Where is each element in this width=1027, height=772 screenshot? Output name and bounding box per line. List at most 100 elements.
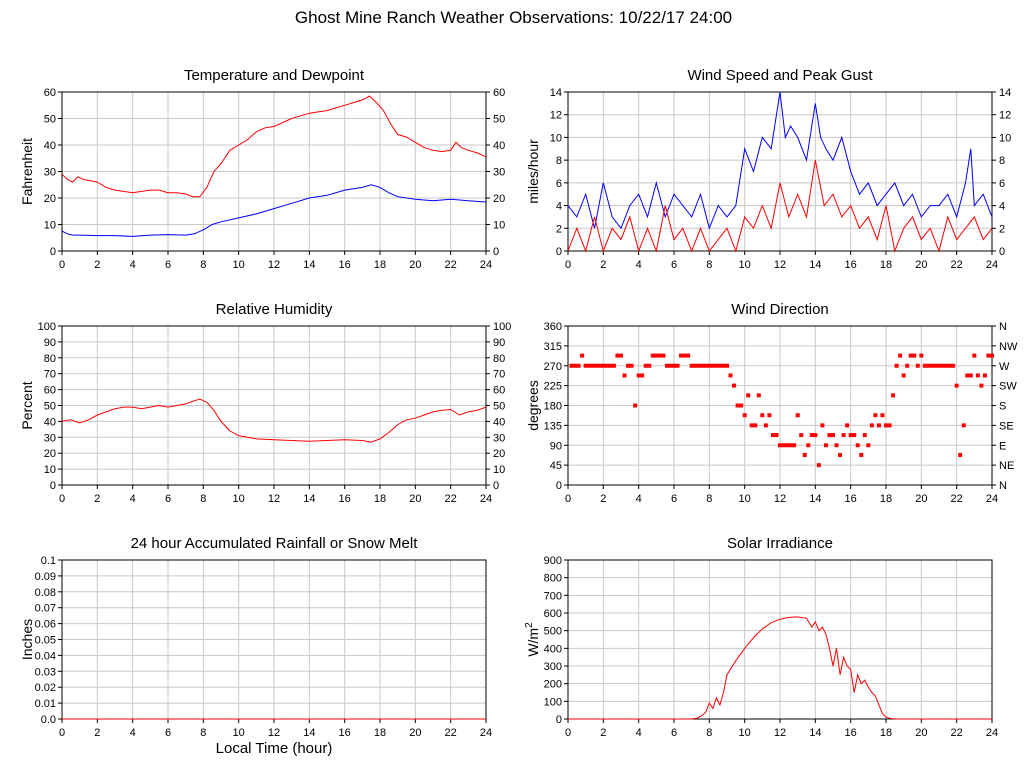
data-point	[827, 433, 832, 438]
data-point	[813, 433, 818, 438]
y-tick-label: 0	[556, 714, 562, 726]
chart-solar: 0 2 4 6 8 10 12 14 16 18 20 22 240100200300400500600…	[524, 535, 998, 739]
data-point	[590, 363, 595, 368]
data-point	[735, 403, 740, 408]
y-right-tick-label: 6	[999, 178, 1005, 190]
x-tick-label: 0	[565, 259, 571, 271]
y-tick-label: 10	[44, 464, 56, 476]
y-tick-label: 90	[550, 440, 562, 452]
data-point	[961, 423, 966, 428]
x-tick-label: 18	[880, 727, 892, 739]
data-point	[576, 363, 581, 368]
y-tick-label: 0.09	[35, 571, 56, 583]
data-point	[721, 363, 726, 368]
data-point	[657, 353, 662, 358]
data-point	[643, 363, 648, 368]
chart-title: 24 hour Accumulated Rainfall or Snow Mel…	[131, 535, 419, 552]
x-tick-label: 12	[268, 727, 280, 739]
x-tick-label: 24	[480, 259, 492, 271]
chart-rainfall: 0 2 4 6 8 10 12 14 16 18 20 22 240.00.010.020.030.04…	[19, 535, 492, 757]
data-point	[714, 363, 719, 368]
y-right-tick-label: N	[999, 321, 1007, 333]
x-tick-label: 22	[445, 493, 457, 505]
y-tick-label: 10	[44, 220, 56, 232]
data-point	[749, 423, 754, 428]
x-axis-label: Local Time (hour)	[216, 740, 333, 757]
x-tick-label: 14	[809, 727, 821, 739]
y-right-tick-label: 30	[493, 167, 505, 179]
data-point	[788, 443, 793, 448]
x-tick-label: 0	[59, 727, 65, 739]
x-tick-label: 12	[774, 493, 786, 505]
y-axis-label-text: Inches	[19, 619, 35, 660]
y-tick-label: 60	[44, 87, 56, 99]
data-point	[951, 363, 956, 368]
y-tick-label: 2	[556, 223, 562, 235]
x-tick-label: 10	[739, 259, 751, 271]
data-point	[915, 363, 920, 368]
y-tick-label: 0	[556, 480, 562, 492]
data-point	[725, 363, 729, 368]
y-right-tick-label: 20	[493, 448, 505, 460]
y-right-tick-label: 50	[493, 114, 505, 126]
y-right-tick-label: 10	[999, 132, 1011, 144]
data-point	[940, 363, 945, 368]
x-tick-label: 6	[165, 727, 171, 739]
x-tick-label: 4	[636, 493, 642, 505]
y-tick-label: 20	[44, 448, 56, 460]
data-point	[770, 433, 775, 438]
data-point	[756, 393, 761, 398]
y-tick-label: 400	[544, 643, 562, 655]
x-tick-label: 24	[480, 493, 492, 505]
chart-title: Solar Irradiance	[727, 535, 833, 552]
x-tick-label: 20	[915, 493, 927, 505]
data-point	[965, 373, 970, 378]
data-point	[947, 363, 952, 368]
x-tick-label: 12	[268, 259, 280, 271]
y-tick-label: 10	[550, 132, 562, 144]
y-tick-label: 360	[544, 321, 562, 333]
data-point	[672, 363, 676, 368]
y-right-tick-label: NW	[999, 341, 1018, 353]
data-point	[792, 443, 797, 448]
y-right-tick-label: 14	[999, 87, 1011, 99]
x-tick-label: 2	[94, 493, 100, 505]
y-tick-label: 30	[44, 432, 56, 444]
data-point	[742, 413, 747, 418]
x-tick-label: 14	[809, 259, 821, 271]
y-right-tick-label: N	[999, 480, 1007, 492]
data-point	[597, 363, 602, 368]
x-tick-label: 14	[303, 259, 315, 271]
x-tick-label: 10	[233, 727, 245, 739]
x-tick-label: 12	[774, 259, 786, 271]
x-tick-label: 18	[374, 727, 386, 739]
y-right-tick-label: 40	[493, 140, 505, 152]
data-point	[859, 452, 864, 457]
data-point	[640, 373, 645, 378]
y-right-tick-label: SE	[999, 420, 1014, 432]
y-tick-label: 315	[544, 341, 562, 353]
y-right-tick-label: 8	[999, 155, 1005, 167]
x-tick-label: 6	[165, 493, 171, 505]
y-right-tick-label: 40	[493, 416, 505, 428]
x-tick-label: 10	[739, 493, 751, 505]
y-tick-label: 30	[44, 167, 56, 179]
x-tick-label: 18	[880, 259, 892, 271]
plot-frame	[567, 325, 993, 486]
y-right-tick-label: 30	[493, 432, 505, 444]
y-right-tick-label: 2	[999, 223, 1005, 235]
data-point	[626, 363, 631, 368]
data-point	[668, 363, 673, 368]
data-point	[933, 363, 938, 368]
series-line-2	[567, 160, 993, 253]
y-tick-label: 12	[550, 110, 562, 122]
data-point	[580, 353, 585, 358]
data-point	[569, 363, 574, 368]
data-point	[611, 363, 616, 368]
y-axis-label: Percent	[19, 381, 35, 429]
x-tick-label: 4	[636, 259, 642, 271]
data-point	[894, 363, 899, 368]
data-point	[816, 463, 821, 468]
y-right-tick-label: 10	[493, 220, 505, 232]
y-right-tick-label: 4	[999, 201, 1005, 213]
